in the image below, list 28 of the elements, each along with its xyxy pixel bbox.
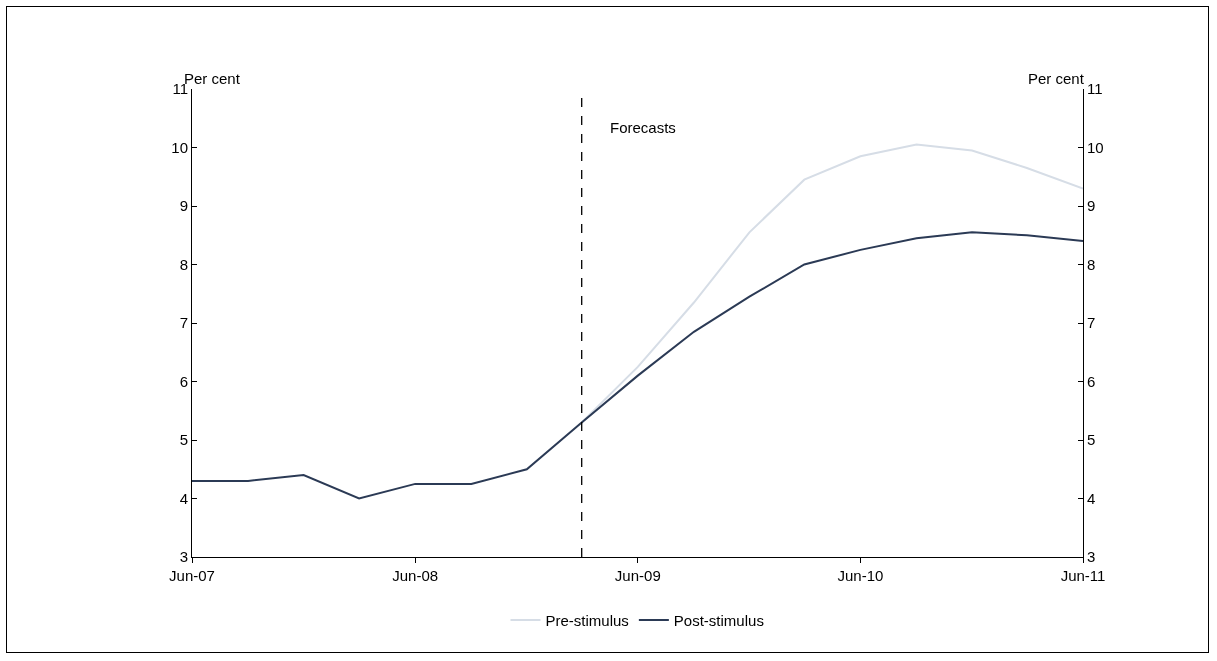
x-tick-label: Jun-07 <box>169 567 215 584</box>
y2-tick-label: 6 <box>1087 372 1096 390</box>
line-series <box>192 231 1083 500</box>
y-tick-label: 9 <box>179 197 188 215</box>
x-tick-label: Jun-08 <box>392 567 439 584</box>
y-tick-label: 4 <box>179 489 188 507</box>
y2-tick-label: 5 <box>1087 431 1096 449</box>
legend-label: Pre-stimulus <box>545 611 629 629</box>
y2-tick-label: 4 <box>1087 489 1096 507</box>
y2-tick-label: 3 <box>1087 548 1096 566</box>
y-tick-label: 10 <box>171 138 188 156</box>
y2-tick-label: 9 <box>1087 197 1096 215</box>
y-tick-label: 8 <box>179 255 188 273</box>
y2-tick-label: 10 <box>1087 138 1104 156</box>
y-tick-label: 6 <box>179 372 188 390</box>
annotation: Forecasts <box>610 119 676 136</box>
y2-tick-label: 8 <box>1087 255 1096 273</box>
x-tick-label: Jun-11 <box>1060 567 1106 584</box>
y-axis-title: Per cent <box>184 70 241 87</box>
y-tick-label: 3 <box>179 548 188 566</box>
y2-tick-label: 11 <box>1087 80 1103 98</box>
y-tick-label: 5 <box>179 431 188 449</box>
y2-tick-label: 7 <box>1087 314 1096 332</box>
x-tick-label: Jun-10 <box>837 567 884 584</box>
y-tick-label: 7 <box>179 314 188 332</box>
legend-label: Post-stimulus <box>673 611 764 629</box>
y2-axis-title: Per cent <box>1028 70 1085 87</box>
x-tick-label: Jun-09 <box>614 567 661 584</box>
